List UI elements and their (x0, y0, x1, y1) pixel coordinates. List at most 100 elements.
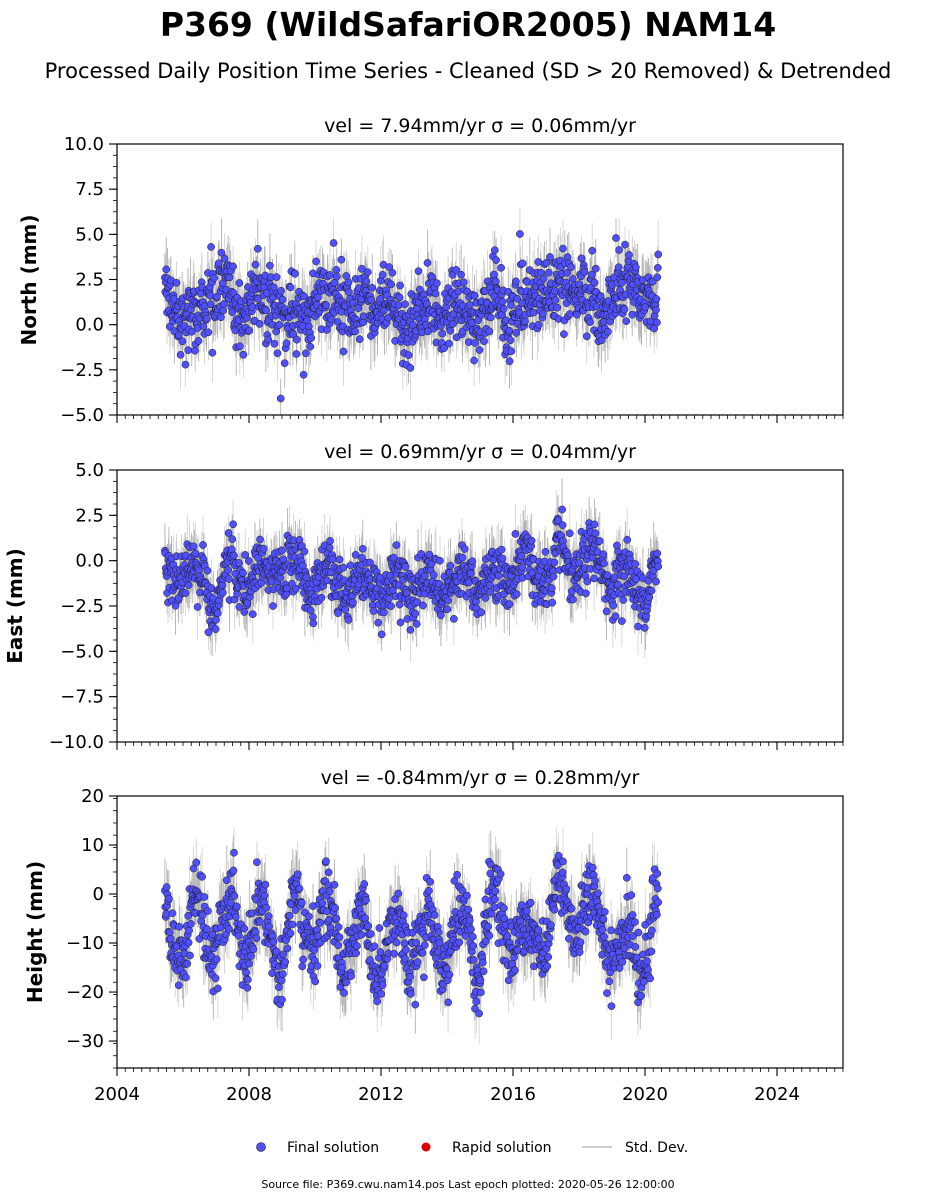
data-point (235, 603, 244, 611)
data-point (358, 553, 366, 562)
y-tick-label: 5.0 (75, 460, 104, 481)
data-point (345, 288, 353, 296)
data-point (460, 545, 469, 553)
data-point (302, 573, 311, 582)
data-point (622, 317, 631, 325)
data-point (235, 559, 243, 567)
data-point (220, 254, 229, 263)
data-point (654, 562, 663, 571)
data-point (587, 270, 596, 279)
data-point (396, 618, 405, 627)
data-point (332, 266, 341, 274)
data-point (569, 595, 577, 604)
data-point (413, 598, 421, 607)
data-point (275, 320, 284, 329)
data-point (334, 609, 342, 617)
data-point (254, 294, 263, 303)
data-point (394, 301, 403, 310)
data-point (309, 619, 318, 628)
data-point (580, 268, 589, 277)
data-point (392, 541, 401, 549)
data-point (380, 608, 388, 617)
data-point (244, 557, 253, 565)
data-point (615, 246, 623, 254)
data-point (465, 301, 474, 309)
data-point (414, 267, 423, 276)
data-point (253, 244, 262, 253)
data-point (647, 586, 656, 595)
data-point (181, 360, 190, 369)
y-tick-label: 0.0 (75, 315, 104, 336)
data-point (278, 295, 287, 304)
data-point (396, 281, 404, 290)
data-point (344, 616, 353, 624)
data-point (395, 600, 404, 609)
data-point (199, 541, 207, 549)
data-point (458, 553, 467, 562)
data-point (486, 588, 495, 596)
data-point (431, 289, 440, 298)
data-point (406, 364, 415, 372)
data-point (210, 274, 219, 282)
data-point (550, 558, 559, 567)
data-point (565, 529, 574, 538)
data-point (631, 560, 640, 568)
data-point (282, 339, 291, 348)
data-point (609, 601, 618, 610)
data-point (387, 280, 395, 289)
data-point (235, 342, 244, 351)
data-point (305, 322, 313, 331)
data-point (199, 322, 208, 331)
data-point (277, 286, 285, 295)
data-point (401, 300, 409, 309)
data-point (554, 516, 562, 525)
data-point (289, 330, 298, 339)
data-point (654, 250, 663, 259)
data-point (603, 571, 612, 580)
data-point (278, 546, 286, 555)
data-point (344, 278, 353, 287)
data-point (314, 293, 322, 302)
data-point (292, 584, 300, 593)
y-tick-label: 5.0 (75, 224, 104, 245)
data-point (604, 327, 612, 336)
data-point (349, 598, 357, 607)
data-point (341, 605, 350, 614)
data-point (300, 292, 308, 301)
data-point (214, 259, 223, 268)
data-point (307, 334, 316, 342)
data-point (342, 272, 351, 280)
data-point (625, 251, 633, 259)
data-point (181, 589, 190, 597)
data-point (358, 544, 367, 553)
data-point (395, 293, 404, 302)
data-point (548, 598, 557, 607)
data-point (374, 618, 382, 627)
data-point (191, 346, 199, 355)
data-point (208, 348, 217, 357)
data-point (582, 589, 590, 598)
data-point (172, 278, 181, 287)
data-point (300, 547, 309, 556)
y-tick-label: −5.0 (60, 405, 104, 426)
data-point (617, 617, 626, 625)
data-point (174, 331, 183, 340)
data-point (335, 555, 344, 564)
data-point (217, 313, 225, 322)
data-point (204, 328, 213, 337)
data-point (404, 351, 413, 360)
data-point (506, 336, 515, 345)
data-point (652, 295, 661, 303)
data-point (369, 607, 378, 615)
data-point (326, 537, 334, 545)
data-point (547, 584, 556, 593)
data-point (446, 326, 455, 335)
east-points (161, 505, 663, 639)
data-point (494, 571, 503, 580)
data-point (559, 244, 567, 253)
data-point (207, 243, 215, 251)
north-axis-label: North (mm) (17, 214, 41, 345)
data-point (497, 545, 506, 554)
data-point (565, 310, 574, 318)
data-point (512, 590, 521, 598)
